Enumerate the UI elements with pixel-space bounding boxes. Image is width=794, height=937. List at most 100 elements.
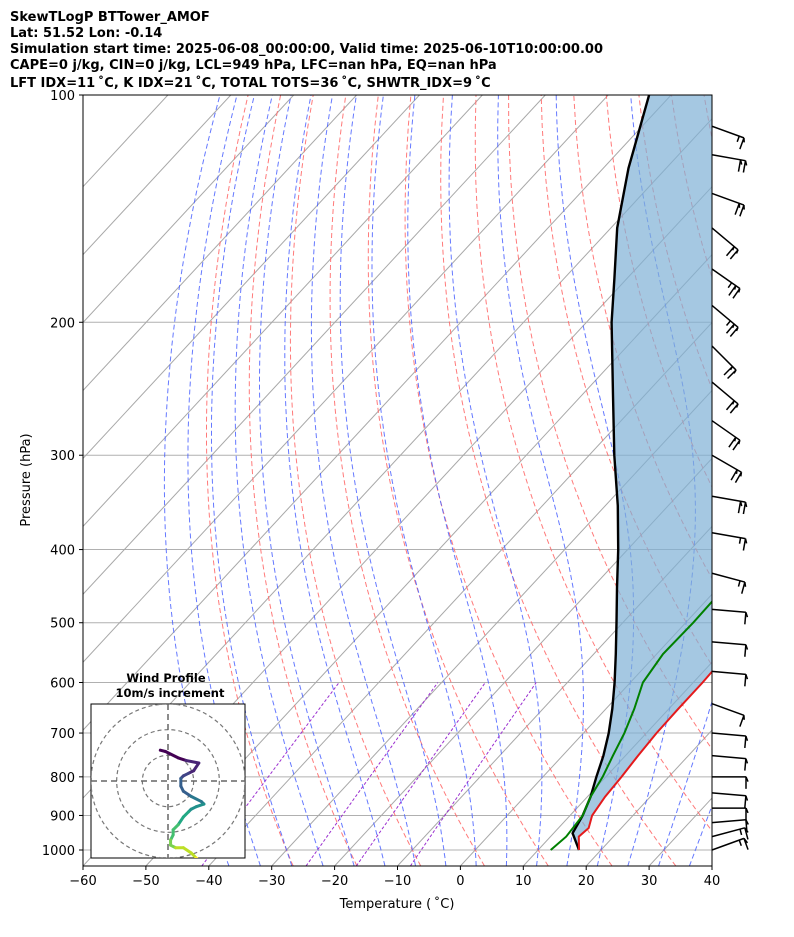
isotherm-line: [397, 525, 712, 866]
x-tick-label: 20: [578, 874, 595, 889]
barb-feather: [729, 326, 739, 337]
barb-feather: [744, 644, 747, 657]
barb-feather: [728, 436, 737, 448]
hodograph-title: Wind Profile: [126, 671, 206, 685]
barb-shaft: [711, 381, 739, 405]
dry-adiabat: [329, 95, 485, 866]
barb-shaft: [711, 454, 742, 473]
title-line-5: LFT IDX=11 ˚C, K IDX=21 ˚C, TOTAL TOTS=3…: [10, 75, 491, 91]
axes: −60 −50 −40 −30 −20 −10 0 10 20 30 40 1000 900 800 700…: [42, 89, 720, 889]
barb-half-feather: [739, 828, 743, 836]
wind-barb: [711, 792, 749, 808]
x-axis-label: Temperature ( ˚C): [339, 896, 455, 912]
isotherm-line: [83, 95, 295, 324]
isotherm-line: [83, 95, 546, 596]
y-tick-label: 700: [50, 727, 75, 742]
barb-shaft: [711, 531, 746, 540]
barb-shaft: [711, 754, 746, 760]
hodograph-subtitle: 10m/s increment: [116, 686, 225, 700]
wind-barb: [711, 154, 748, 173]
moist-adiabat: [284, 95, 386, 866]
figure-titles: SkewTLogP BTTower_AMOF Lat: 51.52 Lon: -…: [10, 10, 603, 91]
wind-barbs: [711, 125, 749, 851]
wind-barb: [711, 608, 749, 625]
dry-adiabat: [474, 95, 712, 832]
moist-adiabat: [720, 95, 794, 866]
barb-feather: [728, 285, 737, 296]
barb-shaft: [711, 572, 746, 583]
hodograph-segment: [181, 846, 193, 855]
y-tick-label: 200: [50, 316, 75, 331]
y-tick-label: 600: [50, 677, 75, 692]
barb-feather: [744, 827, 749, 840]
hodograph-segment: [184, 758, 201, 765]
barb-feather: [734, 471, 743, 483]
barb-half-feather: [725, 320, 731, 326]
moist-adiabat: [259, 95, 355, 866]
isotherm-line: [711, 865, 712, 866]
x-tick-label: −10: [384, 874, 411, 889]
wind-barb: [711, 381, 739, 414]
hodograph-plot: [91, 704, 245, 858]
moist-adiabat: [688, 804, 712, 866]
wind-barb: [711, 754, 749, 771]
title-line-4: CAPE=0 j/kg, CIN=0 j/kg, LCL=949 hPa, LF…: [10, 58, 497, 73]
y-tick-label: 300: [50, 449, 75, 464]
barb-feather: [739, 204, 745, 217]
barb-feather: [730, 469, 738, 481]
barb-feather: [739, 137, 745, 150]
isotherm-line: [83, 95, 232, 256]
barb-shaft: [711, 420, 741, 441]
moist-adiabat: [658, 699, 712, 866]
hodograph-segment: [181, 789, 193, 798]
barb-shaft: [711, 641, 746, 646]
x-tick-label: −50: [132, 874, 159, 889]
barb-shaft: [711, 792, 746, 797]
x-tick-label: −40: [195, 874, 222, 889]
title-line-2: Lat: 51.52 Lon: -0.14: [10, 26, 162, 41]
wind-barb: [711, 670, 749, 687]
wind-barb: [711, 192, 745, 217]
hodograph-segment: [163, 749, 180, 760]
dry-adiabat: [367, 95, 549, 866]
isotherm-line: [83, 95, 420, 460]
wind-barb: [711, 818, 749, 832]
wind-barb: [712, 776, 749, 789]
x-tick-label: −20: [321, 874, 348, 889]
barb-shaft: [711, 732, 746, 737]
barb-shaft: [711, 304, 739, 328]
barb-feather: [743, 838, 749, 850]
barb-feather: [744, 612, 747, 625]
wind-barb: [711, 125, 745, 150]
dry-adiabat: [440, 95, 677, 866]
barb-feather: [732, 439, 741, 451]
wind-barb: [711, 304, 739, 337]
wind-barb: [711, 702, 745, 727]
barb-feather: [742, 502, 747, 515]
moist-adiabat: [310, 95, 416, 866]
isotherm-line: [271, 389, 712, 866]
moist-adiabat: [234, 95, 324, 866]
barb-shaft: [711, 495, 746, 503]
dry-adiabat: [703, 95, 712, 141]
dewpoint-line: [550, 600, 712, 851]
y-tick-label: 100: [50, 89, 75, 104]
barb-half-feather: [727, 282, 733, 289]
dry-adiabat: [404, 95, 613, 866]
barb-feather: [727, 369, 737, 380]
barb-feather: [744, 674, 747, 687]
y-tick-label: 900: [50, 809, 75, 824]
y-tick-label: 500: [50, 617, 75, 632]
hodograph-segment: [176, 815, 185, 827]
barb-feather: [741, 581, 746, 594]
plot-layers: [83, 95, 794, 866]
moist-adiabat: [407, 95, 508, 866]
moist-adiabat: [371, 95, 477, 866]
isotherm-line: [83, 95, 357, 392]
y-tick-label: 400: [50, 544, 75, 559]
mixing-ratio-line: [409, 682, 537, 866]
wind-barb: [711, 345, 737, 380]
barb-half-feather: [736, 135, 740, 143]
barb-shaft: [711, 818, 746, 824]
barb-feather: [742, 538, 747, 551]
